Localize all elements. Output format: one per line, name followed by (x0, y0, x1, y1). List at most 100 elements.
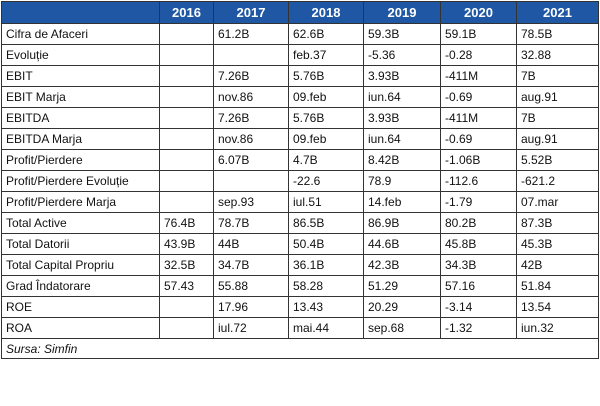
value-cell: iul.72 (213, 317, 289, 339)
row-label: Profit/Pierdere Marja (1, 191, 160, 213)
value-cell: 78.9 (363, 170, 441, 192)
value-cell: iun.64 (363, 86, 441, 108)
table-row: Profit/Pierdere Marja sep.93 iul.51 14.feb -… (1, 191, 599, 213)
value-cell: -0.69 (440, 86, 517, 108)
value-cell: -1.32 (440, 317, 517, 339)
value-cell: 13.54 (516, 296, 599, 318)
value-cell: 13.43 (288, 296, 364, 318)
value-cell (159, 296, 214, 318)
table-row: Total Capital Propriu 32.5B 34.7B 36.1B 42.3… (1, 254, 599, 276)
value-cell (213, 44, 289, 66)
row-label: Grad Îndatorare (1, 275, 160, 297)
value-cell (159, 65, 214, 87)
row-label: EBIT Marja (1, 86, 160, 108)
value-cell: 6.07B (213, 149, 289, 171)
value-cell: aug.91 (516, 86, 599, 108)
row-label: Evoluție (1, 44, 160, 66)
value-cell: 4.7B (288, 149, 364, 171)
value-cell (159, 170, 214, 192)
value-cell (159, 107, 214, 129)
row-label: Cifra de Afaceri (1, 23, 160, 45)
row-label: Total Active (1, 212, 160, 234)
value-cell: iul.51 (288, 191, 364, 213)
value-cell: 32.5B (159, 254, 214, 276)
value-cell: 07.mar (516, 191, 599, 213)
value-cell: -22.6 (288, 170, 364, 192)
value-cell (159, 44, 214, 66)
row-label: Total Datorii (1, 233, 160, 255)
year-header: 2020 (440, 1, 517, 24)
value-cell: 7.26B (213, 65, 289, 87)
table-body: Cifra de Afaceri 61.2B 62.6B 59.3B 59.1B 78.5… (1, 23, 599, 339)
value-cell: 59.3B (363, 23, 441, 45)
value-cell: 55.88 (213, 275, 289, 297)
year-header: 2016 (159, 1, 214, 24)
value-cell: feb.37 (288, 44, 364, 66)
value-cell: 5.76B (288, 107, 364, 129)
table-row: Cifra de Afaceri 61.2B 62.6B 59.3B 59.1B 78.5… (1, 23, 599, 45)
header-corner-cell (1, 1, 160, 24)
value-cell: 51.29 (363, 275, 441, 297)
row-label: EBITDA (1, 107, 160, 129)
value-cell (159, 149, 214, 171)
row-label: Profit/Pierdere (1, 149, 160, 171)
value-cell: 57.43 (159, 275, 214, 297)
table-row: EBIT Marja nov.86 09.feb iun.64 -0.69 aug.91 (1, 86, 599, 108)
table-row: EBIT 7.26B 5.76B 3.93B -411M 7B (1, 65, 599, 87)
value-cell: 34.3B (440, 254, 517, 276)
value-cell: 86.9B (363, 212, 441, 234)
financial-table: 2016 2017 2018 2019 2020 2021 Cifra de A… (1, 1, 599, 359)
table-row: EBITDA Marja nov.86 09.feb iun.64 -0.69 aug.9… (1, 128, 599, 150)
value-cell: 44B (213, 233, 289, 255)
year-header: 2018 (288, 1, 364, 24)
table-row: Evoluție feb.37 -5.36 -0.28 32.88 (1, 44, 599, 66)
source-note: Sursa: Simfin (1, 338, 599, 359)
value-cell: 78.7B (213, 212, 289, 234)
year-header: 2017 (213, 1, 289, 24)
value-cell: 7.26B (213, 107, 289, 129)
value-cell: -621.2 (516, 170, 599, 192)
value-cell: -411M (440, 65, 517, 87)
row-label: ROA (1, 317, 160, 339)
value-cell: 50.4B (288, 233, 364, 255)
value-cell: 57.16 (440, 275, 517, 297)
value-cell: 80.2B (440, 212, 517, 234)
value-cell: 5.76B (288, 65, 364, 87)
value-cell: 3.93B (363, 107, 441, 129)
source-row: Sursa: Simfin (1, 338, 599, 359)
value-cell: -5.36 (363, 44, 441, 66)
value-cell: 58.28 (288, 275, 364, 297)
header-row: 2016 2017 2018 2019 2020 2021 (1, 1, 599, 24)
value-cell: nov.86 (213, 128, 289, 150)
table-row: Grad Îndatorare 57.43 55.88 58.28 51.29 57.16… (1, 275, 599, 297)
value-cell (159, 86, 214, 108)
value-cell: 43.9B (159, 233, 214, 255)
value-cell: 78.5B (516, 23, 599, 45)
row-label: EBITDA Marja (1, 128, 160, 150)
value-cell: 51.84 (516, 275, 599, 297)
value-cell: -112.6 (440, 170, 517, 192)
value-cell: aug.91 (516, 128, 599, 150)
year-header: 2019 (363, 1, 441, 24)
value-cell: 36.1B (288, 254, 364, 276)
table-row: ROA iul.72 mai.44 sep.68 -1.32 iun.32 (1, 317, 599, 339)
row-label: EBIT (1, 65, 160, 87)
value-cell: 20.29 (363, 296, 441, 318)
value-cell (213, 170, 289, 192)
row-label: ROE (1, 296, 160, 318)
value-cell: 62.6B (288, 23, 364, 45)
value-cell: 61.2B (213, 23, 289, 45)
value-cell: 45.3B (516, 233, 599, 255)
value-cell: -1.79 (440, 191, 517, 213)
value-cell (159, 317, 214, 339)
value-cell (159, 191, 214, 213)
value-cell: 14.feb (363, 191, 441, 213)
table-row: Total Datorii 43.9B 44B 50.4B 44.6B 45.8B 45.3… (1, 233, 599, 255)
value-cell: 45.8B (440, 233, 517, 255)
value-cell: 5.52B (516, 149, 599, 171)
value-cell: 76.4B (159, 212, 214, 234)
value-cell: 7B (516, 65, 599, 87)
value-cell: nov.86 (213, 86, 289, 108)
year-header: 2021 (516, 1, 599, 24)
